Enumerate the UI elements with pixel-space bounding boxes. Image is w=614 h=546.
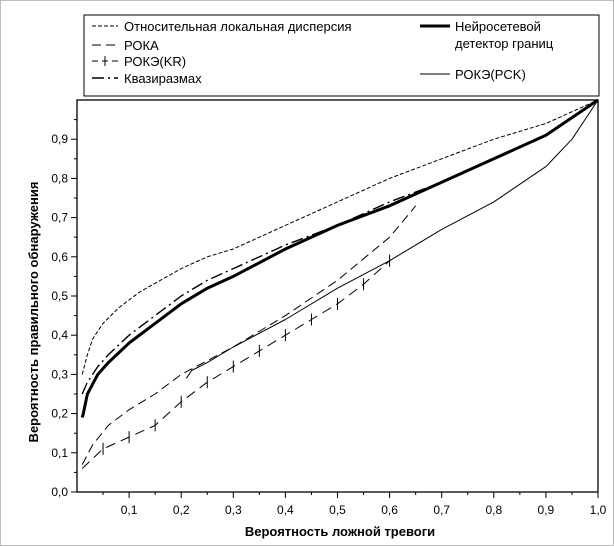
y-tick-label-8: 0,8 — [51, 171, 68, 185]
series-line-4 — [81, 99, 599, 395]
series-line-5 — [80, 98, 599, 418]
y-tick-label-0: 0,0 — [51, 485, 68, 499]
y-axis-title: Вероятность правильного обнаружения — [26, 182, 41, 443]
legend-label-6: РОКЭ(PCK) — [455, 67, 526, 82]
x-tick-label-10: 1,0 — [590, 503, 607, 517]
x-axis-title: Вероятность ложной тревоги — [245, 524, 435, 539]
x-tick-label-7: 0,7 — [433, 503, 450, 517]
x-tick-label-1: 0,1 — [121, 503, 138, 517]
series-line-1 — [81, 99, 599, 375]
y-tick-label-5: 0,5 — [51, 289, 68, 303]
legend-label-3: РОКЭ(KR) — [124, 54, 186, 69]
series-line-2 — [81, 205, 417, 465]
x-tick-label-6: 0,6 — [381, 503, 398, 517]
y-tick-label-9: 0,9 — [51, 132, 68, 146]
x-tick-label-3: 0,3 — [225, 503, 242, 517]
x-tick-label-9: 0,9 — [538, 503, 555, 517]
x-tick-label-8: 0,8 — [485, 503, 502, 517]
y-tick-label-7: 0,7 — [51, 211, 68, 225]
plot-area: 0,1 0,2 0,3 0,4 0,5 0,6 0,7 0,8 0,9 1,0 0,0 0,1 0,2 0… — [51, 98, 607, 517]
series-line-6 — [185, 99, 599, 379]
legend-label-1: Относительная локальная дисперсия — [124, 19, 352, 34]
x-tick-label-2: 0,2 — [173, 503, 190, 517]
legend: Относительная локальная дисперсияРОКАРОК… — [83, 14, 600, 97]
y-tick-label-4: 0,4 — [51, 328, 68, 342]
x-tick-label-5: 0,5 — [329, 503, 346, 517]
legend-label-2: РОКА — [124, 38, 159, 53]
legend-box — [83, 14, 600, 97]
x-tick-label-4: 0,4 — [277, 503, 294, 517]
legend-label-4: Квазиразмах — [124, 71, 202, 86]
y-tick-label-3: 0,3 — [51, 367, 68, 381]
legend-label-5-line1: Нейросетевой — [455, 19, 541, 34]
y-tick-label-2: 0,2 — [51, 407, 68, 421]
y-tick-label-1: 0,1 — [51, 446, 68, 460]
legend-label-5-line2: детектор границ — [455, 36, 554, 51]
y-tick-label-6: 0,6 — [51, 250, 68, 264]
